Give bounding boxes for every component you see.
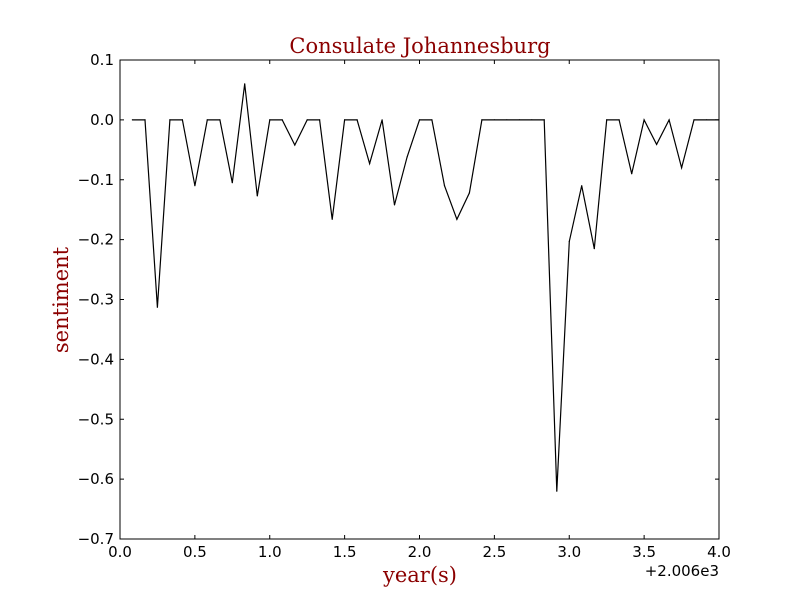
- y-tick-label: −0.3: [78, 291, 114, 309]
- data-point: [294, 144, 296, 146]
- data-points: [131, 83, 720, 492]
- data-point: [181, 119, 183, 121]
- y-tick-label: −0.6: [78, 470, 114, 488]
- data-point: [518, 119, 521, 121]
- x-tick-label: 3.5: [632, 543, 656, 561]
- x-axis-offset-label: +2.006e3: [645, 562, 719, 580]
- y-tick-label: 0.1: [90, 51, 114, 69]
- y-tick-label: 0.0: [90, 111, 114, 129]
- data-point: [718, 119, 720, 121]
- x-tick-label: 2.5: [482, 543, 506, 561]
- y-axis-ticks: 0.1 0.0 −0.1 −0.2 −0.3 −0.4 −0.5 −0.6 −0.7: [78, 51, 719, 548]
- x-tick-label: 3.0: [557, 543, 581, 561]
- data-point: [681, 167, 683, 169]
- data-point: [431, 119, 433, 121]
- data-point: [506, 119, 508, 121]
- x-tick-label: 2.0: [408, 543, 432, 561]
- data-point: [406, 156, 408, 158]
- x-tick-label: 0.0: [108, 543, 132, 561]
- data-point: [443, 185, 446, 187]
- data-point: [643, 119, 645, 121]
- data-point: [618, 119, 620, 121]
- data-point: [256, 195, 258, 197]
- data-point: [493, 119, 495, 121]
- data-point: [194, 185, 196, 187]
- data-point: [381, 119, 383, 121]
- sentiment-line: [132, 83, 719, 492]
- data-point: [344, 119, 346, 121]
- data-point: [693, 119, 695, 121]
- data-point: [169, 119, 171, 121]
- data-point: [656, 143, 658, 145]
- chart-title: Consulate Johannesburg: [289, 34, 550, 58]
- data-point: [531, 119, 533, 121]
- data-point: [244, 83, 246, 85]
- data-point: [481, 119, 483, 121]
- data-point: [206, 119, 208, 121]
- data-point: [581, 185, 583, 187]
- x-axis-label: year(s): [382, 563, 457, 587]
- data-point: [269, 119, 271, 121]
- plot-frame: [119, 59, 720, 540]
- data-point: [606, 119, 608, 121]
- data-point: [331, 218, 333, 220]
- data-point: [319, 119, 321, 121]
- data-point: [468, 192, 470, 194]
- data-point: [219, 119, 221, 121]
- y-axis-label: sentiment: [49, 246, 73, 353]
- y-tick-label: −0.4: [78, 350, 114, 368]
- data-point: [231, 182, 233, 184]
- data-point: [543, 119, 545, 121]
- x-tick-label: 0.5: [183, 543, 207, 561]
- data-point: [144, 119, 146, 121]
- data-point: [593, 248, 595, 250]
- data-point: [706, 119, 708, 121]
- data-point: [393, 204, 396, 206]
- data-point: [631, 173, 633, 175]
- x-tick-label: 1.5: [333, 543, 357, 561]
- x-tick-label: 1.0: [258, 543, 282, 561]
- x-axis-ticks: 0.0 0.5 1.0 1.5 2.0 2.5 3.0 3.5 4.0: [108, 60, 731, 561]
- data-point: [356, 119, 358, 121]
- x-tick-label: 4.0: [707, 543, 731, 561]
- data-point: [418, 119, 421, 121]
- data-point: [131, 119, 133, 121]
- data-point: [281, 119, 283, 121]
- data-point: [568, 240, 570, 242]
- y-tick-label: −0.1: [78, 171, 114, 189]
- y-tick-label: −0.7: [78, 530, 114, 548]
- data-point: [156, 306, 158, 308]
- data-point: [369, 163, 371, 165]
- y-tick-label: −0.2: [78, 231, 114, 249]
- data-point: [556, 490, 558, 492]
- y-tick-label: −0.5: [78, 410, 114, 428]
- data-point: [306, 119, 308, 121]
- data-point: [456, 218, 458, 220]
- data-point: [668, 119, 670, 121]
